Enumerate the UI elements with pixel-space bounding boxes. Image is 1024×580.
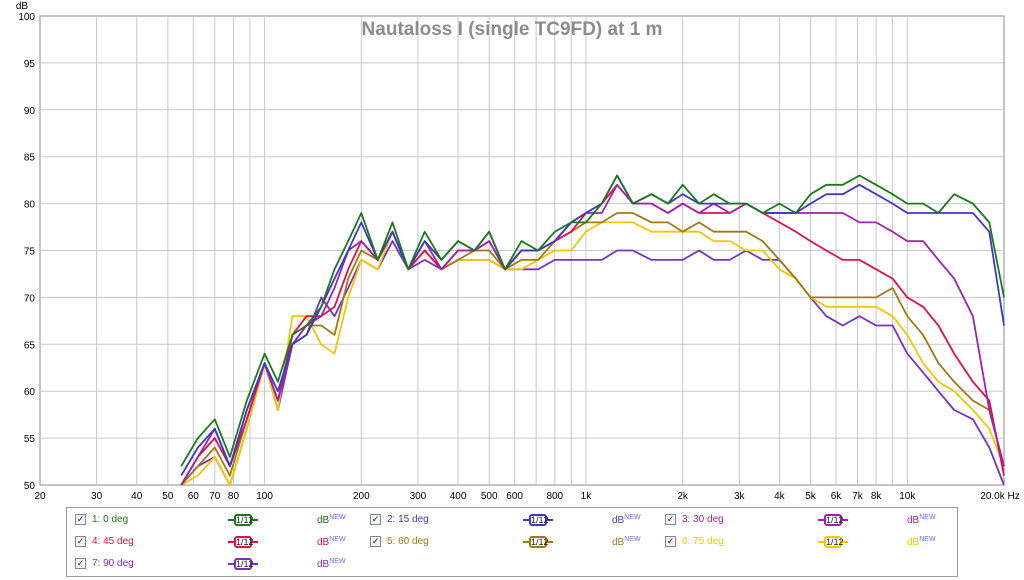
smoothing-button[interactable]: 1/12 (523, 514, 553, 526)
x-tick-label: 5k (805, 491, 817, 502)
y-axis-unit-label: dB (16, 1, 29, 12)
x-tick-label: 20 (34, 491, 46, 502)
x-tick-label: 50 (162, 491, 174, 502)
x-tick-label: 3k (734, 491, 746, 502)
x-tick-label: 100 (256, 491, 273, 502)
smoothing-button[interactable]: 1/12 (228, 514, 258, 526)
x-tick-label: 200 (353, 491, 370, 502)
x-tick-label: 40 (131, 491, 143, 502)
new-text: NEW (329, 536, 346, 543)
db-text: dB (612, 537, 625, 548)
db-text: dB (317, 559, 330, 570)
x-tick-label: 70 (209, 491, 221, 502)
x-tick-label: 800 (546, 491, 563, 502)
legend-item-label: 2: 15 deg (387, 514, 429, 525)
smoothing-button[interactable]: 1/12 (818, 514, 848, 526)
series-line (180, 174, 1005, 477)
series-line (180, 221, 1005, 486)
db-new-label[interactable]: dBNEW (907, 536, 936, 548)
x-tick-label: 300 (410, 491, 427, 502)
db-text: dB (907, 515, 920, 526)
y-tick-label: 70 (24, 293, 36, 304)
legend-checkbox[interactable]: ✓ (370, 536, 381, 547)
legend-checkbox[interactable]: ✓ (75, 558, 86, 569)
y-tick-label: 75 (24, 247, 36, 258)
db-new-label[interactable]: dBNEW (317, 558, 346, 570)
x-tick-label: 6k (831, 491, 843, 502)
smoothing-label: 1/12 (824, 514, 844, 526)
x-tick-label: 8k (871, 491, 883, 502)
legend-item-label: 3: 30 deg (682, 514, 724, 525)
db-new-label[interactable]: dBNEW (317, 514, 346, 526)
new-text: NEW (624, 514, 641, 521)
legend-checkbox[interactable]: ✓ (370, 514, 381, 525)
y-tick-label: 80 (24, 200, 36, 211)
series-group (180, 174, 1005, 486)
db-new-label[interactable]: dBNEW (612, 514, 641, 526)
y-tick-label: 100 (18, 12, 35, 23)
new-text: NEW (624, 536, 641, 543)
smoothing-button[interactable]: 1/12 (228, 536, 258, 548)
legend-checkbox[interactable]: ✓ (665, 514, 676, 525)
new-text: NEW (919, 536, 936, 543)
db-text: dB (907, 537, 920, 548)
series-line (180, 174, 1005, 467)
smoothing-label: 1/12 (234, 558, 254, 570)
y-tick-label: 55 (24, 434, 36, 445)
chart-title: Nautaloss I (single TC9FD) at 1 m (362, 19, 663, 40)
db-new-label[interactable]: dBNEW (612, 536, 641, 548)
legend-checkbox[interactable]: ✓ (665, 536, 676, 547)
y-tick-label: 85 (24, 153, 36, 164)
smoothing-button[interactable]: 1/12 (228, 558, 258, 570)
db-text: dB (612, 515, 625, 526)
legend-checkbox[interactable]: ✓ (75, 536, 86, 547)
smoothing-button[interactable]: 1/12 (523, 536, 553, 548)
db-text: dB (317, 537, 330, 548)
x-tick-label: 1k (581, 491, 593, 502)
x-tick-label: 80 (228, 491, 240, 502)
axis-labels: 50 55 60 65 70 75 80 85 90 95 100 20 30 40 50 60 70 80 100… (18, 12, 1019, 502)
x-tick-label: 500 (481, 491, 498, 502)
x-tick-label: 2k (677, 491, 689, 502)
series-line (180, 240, 1005, 486)
x-tick-label: 400 (450, 491, 467, 502)
smoothing-label: 1/12 (234, 514, 254, 526)
db-new-label[interactable]: dBNEW (907, 514, 936, 526)
legend-item-label: 5: 60 deg (387, 536, 429, 547)
y-tick-label: 50 (24, 481, 36, 492)
db-new-label[interactable]: dBNEW (317, 536, 346, 548)
x-tick-label: 4k (774, 491, 786, 502)
y-tick-label: 65 (24, 340, 36, 351)
new-text: NEW (329, 514, 346, 521)
x-tick-label: 20.0k Hz (980, 491, 1019, 502)
x-tick-label: 60 (188, 491, 200, 502)
frequency-response-chart: 50 55 60 65 70 75 80 85 90 95 100 20 30 40 50 60 70 80 100… (16, 1, 1020, 502)
new-text: NEW (329, 558, 346, 565)
smoothing-label: 1/12 (529, 514, 549, 526)
legend-item-label: 1: 0 deg (92, 514, 129, 525)
x-tick-label: 600 (506, 491, 523, 502)
x-tick-label: 7k (852, 491, 864, 502)
y-tick-label: 95 (24, 59, 36, 70)
y-tick-label: 90 (24, 106, 36, 117)
legend-item-label: 4: 45 deg (92, 536, 134, 547)
legend-item-label: 7: 90 deg (92, 558, 134, 569)
smoothing-label: 1/12 (234, 536, 254, 548)
smoothing-label: 1/12 (529, 536, 549, 548)
smoothing-label: 1/12 (824, 536, 844, 548)
x-tick-label: 30 (91, 491, 103, 502)
legend-item-label: 6: 75 deg (682, 536, 724, 547)
legend-checkbox[interactable]: ✓ (75, 514, 86, 525)
new-text: NEW (919, 514, 936, 521)
x-tick-label: 10k (899, 491, 916, 502)
db-text: dB (317, 515, 330, 526)
legend-panel: ✓ 1: 0 deg 1/12 dBNEW ✓ 2: 15 deg 1/12 dBNEW ✓ 3:… (66, 507, 958, 577)
y-tick-label: 60 (24, 387, 36, 398)
smoothing-button[interactable]: 1/12 (818, 536, 848, 548)
